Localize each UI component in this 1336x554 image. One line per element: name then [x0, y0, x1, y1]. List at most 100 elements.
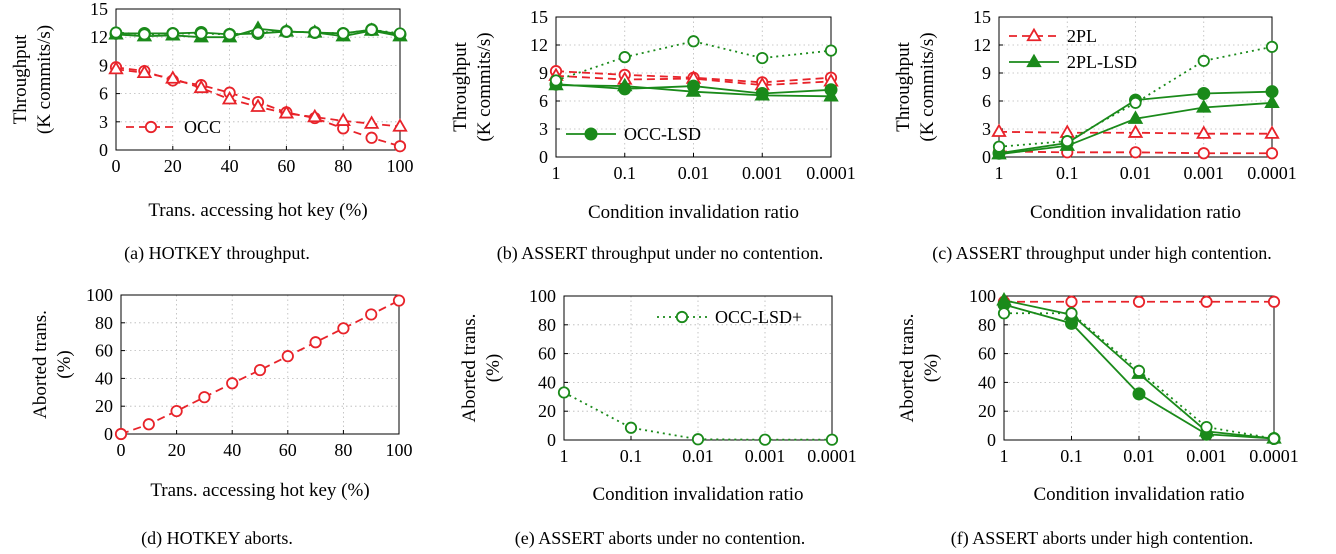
chart-a-series-1-point [193, 79, 209, 94]
chart-c-ytick-label: 15 [973, 7, 991, 27]
chart-c-series-1-point [1265, 147, 1279, 160]
chart-a-series-4-point [393, 27, 407, 40]
chart-d-xtick-label: 20 [168, 440, 186, 460]
chart-a-series-4-point [337, 27, 350, 40]
chart-a-series-1-point [108, 60, 124, 75]
chart-f-xlabel: Condition invalidation ratio [1033, 484, 1244, 505]
chart-a-series-4-point [280, 25, 293, 38]
chart-c-legend-marker [1026, 53, 1042, 68]
chart-c-series-1-point [1129, 146, 1142, 159]
chart-a-series-1-point [165, 70, 181, 84]
chart-d-series-0-point [309, 336, 322, 349]
panel-e-assert-aborts-no-contention: 1 0.1 0.01 0.001 0.0001 0 20 40 60 80 100 Condition… [459, 286, 857, 505]
chart-e-series-0-point [825, 433, 839, 446]
chart-c-ytick-label: 0 [982, 147, 991, 167]
chart-d-ytick-label: 0 [104, 424, 113, 444]
panel-c-assert-throughput-high-contention: 1 0.1 0.01 0.001 0.0001 0 3 6 9 12 15 Condition inv… [893, 7, 1297, 223]
chart-c-ylabel-line: Throughput [893, 41, 914, 131]
chart-a-legend-label: OCC [184, 117, 221, 137]
chart-b-series-4-line [555, 40, 832, 82]
chart-d-series-0-point [281, 350, 294, 363]
chart-a-series-0-point [365, 131, 378, 144]
chart-e-ytick-label: 60 [538, 344, 556, 364]
chart-a-ytick-label: 0 [99, 140, 108, 160]
chart-a-series-4-point [223, 28, 236, 41]
chart-c-series-4-point [1197, 54, 1210, 67]
chart-b-legend-marker [584, 127, 598, 141]
chart-c-series-4-point [1265, 40, 1279, 53]
chart-b-series-3-point [754, 87, 770, 101]
chart-a-xlabel: Trans. accessing hot key (%) [148, 200, 367, 221]
chart-c-series-4-point [992, 140, 1006, 153]
chart-a-series-4-point [308, 26, 321, 39]
chart-b-series-3-point [685, 83, 702, 97]
chart-e-legend-label: OCC-LSD+ [715, 307, 802, 327]
panel-a-hotkey-throughput: 0 20 40 60 80 100 0 3 6 9 12 15 Trans. accessing hot… [10, 0, 414, 221]
chart-f-series-0-point [1200, 295, 1213, 308]
chart-a-legend-marker [144, 120, 158, 134]
chart-c-ylabel-line: (K commits/s) [917, 32, 938, 141]
chart-a-xtick-label: 60 [277, 156, 295, 176]
chart-c-series-3-point [1196, 99, 1212, 113]
chart-f-ytick-label: 0 [987, 430, 996, 450]
chart-a-ytick-label: 6 [99, 84, 108, 104]
chart-f-series-3-point [1132, 364, 1146, 377]
panel-d-hotkey-aborts: 0 20 40 60 80 100 0 20 40 60 80 100 Trans. accessing… [30, 285, 413, 501]
chart-b-xlabel: Condition invalidation ratio [588, 202, 799, 223]
chart-c-xtick-label: 1 [995, 163, 1004, 183]
chart-e-xtick-label: 0.01 [682, 446, 714, 466]
chart-c-xtick-label: 0.0001 [1247, 163, 1297, 183]
chart-b-ytick-label: 6 [539, 91, 548, 111]
chart-c-ytick-label: 6 [982, 91, 991, 111]
chart-b-ytick-label: 0 [539, 147, 548, 167]
chart-d-ytick-label: 40 [95, 368, 113, 388]
chart-d-ytick-label: 100 [86, 285, 113, 305]
chart-f-xtick-label: 1 [1000, 446, 1009, 466]
chart-f-series-0-point [1267, 295, 1281, 308]
chart-c-series-3-point [1127, 110, 1144, 124]
chart-a-plot-frame [115, 8, 401, 151]
chart-d-xtick-label: 0 [117, 440, 126, 460]
chart-e-ytick-label: 40 [538, 372, 556, 392]
chart-c-legend-label: 2PL-LSD [1067, 52, 1137, 72]
chart-c-series-3-point [1264, 94, 1280, 108]
chart-a-xtick-label: 80 [334, 156, 352, 176]
chart-f-series-0-point [1132, 295, 1146, 308]
chart-f-xtick-label: 0.1 [1060, 446, 1083, 466]
chart-c-xtick-label: 0.001 [1184, 163, 1225, 183]
chart-e-xtick-label: 1 [560, 446, 569, 466]
chart-c-series-1-point [1197, 147, 1210, 160]
chart-a-series-1-point [392, 118, 408, 132]
chart-e-ytick-label: 100 [529, 286, 556, 306]
caption-f: (f) ASSERT aborts under high contention. [951, 528, 1254, 549]
chart-a-series-1-point [363, 115, 380, 129]
chart-d-series-0-point [142, 418, 155, 431]
chart-b-series-3-point [823, 88, 839, 102]
chart-a-series-1-point [278, 105, 295, 119]
chart-e-xtick-label: 0.1 [620, 446, 643, 466]
chart-c-series-4-point [1129, 96, 1142, 109]
chart-f-ytick-label: 80 [978, 315, 996, 335]
chart-f-series-0-point [1065, 295, 1078, 308]
chart-a-series-1-point [221, 90, 238, 105]
caption-c: (c) ASSERT throughput under high content… [932, 243, 1272, 264]
chart-b-ylabel-line: Throughput [450, 41, 471, 131]
chart-d-ytick-label: 60 [95, 341, 113, 361]
chart-e-ylabel-line: (%) [483, 354, 504, 382]
chart-d-series-0-point [392, 294, 406, 307]
chart-b-ytick-label: 9 [539, 63, 548, 83]
chart-c-ytick-label: 3 [982, 119, 991, 139]
chart-d-series-0-point [253, 363, 267, 377]
chart-e-series-0-point [691, 433, 705, 446]
chart-d-series-0-point [114, 427, 128, 441]
chart-c-series-0-point [1127, 124, 1144, 138]
chart-e-ytick-label: 0 [547, 430, 556, 450]
chart-f-series-3-point [1200, 420, 1213, 434]
chart-a-series-1-point [250, 98, 266, 112]
chart-d-series-0-point [365, 308, 378, 321]
chart-c-xtick-label: 0.01 [1120, 163, 1152, 183]
chart-b-xtick-label: 0.01 [678, 163, 710, 183]
chart-b-xtick-label: 1 [552, 163, 561, 183]
chart-f-ytick-label: 60 [978, 344, 996, 364]
